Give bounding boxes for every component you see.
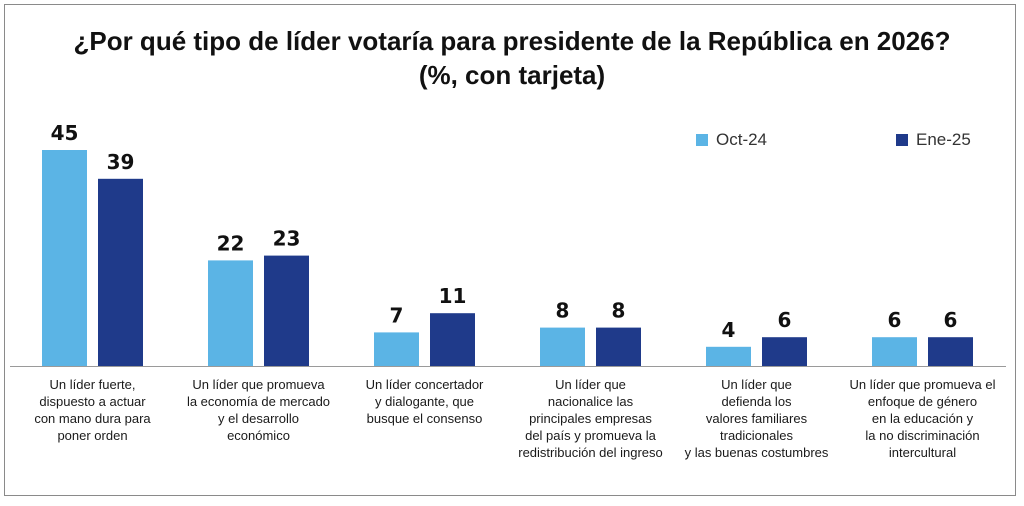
category-label-1: Un líder que promueva la economía de mer… <box>186 377 331 443</box>
legend-label-oct24: Oct-24 <box>716 130 768 149</box>
chart-frame <box>4 4 1016 496</box>
legend-swatch-ene25 <box>896 134 908 146</box>
legend-label-ene25: Ene-25 <box>916 130 971 149</box>
legend-swatch-oct24 <box>696 134 708 146</box>
data-label-ene25-4: 6 <box>778 308 792 332</box>
legend-item-oct24: Oct-24 <box>696 130 767 150</box>
data-label-ene25-1: 23 <box>273 227 301 251</box>
bar-oct24-1 <box>208 260 253 366</box>
bar-ene25-5 <box>928 337 973 366</box>
data-label-ene25-5: 6 <box>944 308 958 332</box>
data-label-oct24-3: 8 <box>556 299 570 323</box>
chart-subtitle: (%, con tarjeta) <box>418 60 606 90</box>
bar-ene25-4 <box>762 337 807 366</box>
category-label-0: Un líder fuerte, dispuesto a actuar con … <box>34 377 151 443</box>
chart-title: ¿Por qué tipo de líder votaría para pres… <box>73 26 951 56</box>
bar-ene25-1 <box>264 255 309 366</box>
bar-oct24-2 <box>374 332 419 366</box>
bar-ene25-2 <box>430 313 475 366</box>
category-label-4: Un líder que defienda los valores famili… <box>684 377 829 460</box>
chart-title-block: ¿Por qué tipo de líder votaría para pres… <box>0 24 1024 92</box>
bar-oct24-0 <box>42 150 87 366</box>
bar-oct24-4 <box>706 346 751 366</box>
data-label-oct24-2: 7 <box>390 303 404 327</box>
category-label-3: Un líder que nacionalice las principales… <box>518 377 663 460</box>
data-label-oct24-1: 22 <box>217 231 245 255</box>
category-label-5: Un líder que promueva el enfoque de géne… <box>849 377 996 460</box>
category-label-2: Un líder concertador y dialogante, que b… <box>365 377 484 426</box>
data-label-ene25-2: 11 <box>439 284 467 308</box>
data-label-oct24-0: 45 <box>51 121 79 145</box>
legend-item-ene25: Ene-25 <box>896 130 971 150</box>
bar-ene25-0 <box>98 178 143 366</box>
bar-oct24-3 <box>540 327 585 366</box>
bar-oct24-5 <box>872 337 917 366</box>
data-label-ene25-3: 8 <box>612 299 626 323</box>
bar-ene25-3 <box>596 327 641 366</box>
data-label-ene25-0: 39 <box>107 150 135 174</box>
data-label-oct24-5: 6 <box>888 308 902 332</box>
data-label-oct24-4: 4 <box>722 318 736 342</box>
